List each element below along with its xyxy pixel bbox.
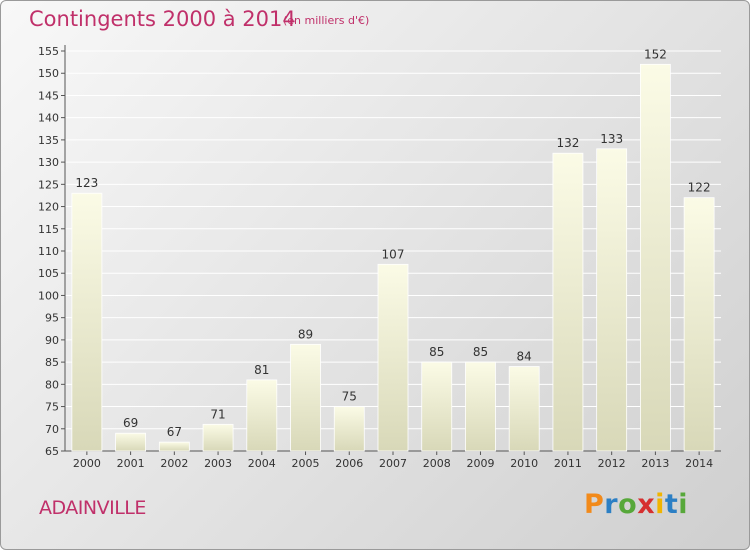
bar: [465, 361, 496, 452]
bar: [508, 366, 540, 452]
bar-value-label: 75: [342, 390, 357, 404]
x-tick-label: 2014: [685, 457, 713, 470]
x-tick-label: 2000: [73, 457, 101, 470]
bar: [596, 148, 628, 452]
bar-value-label: 89: [298, 327, 313, 341]
x-tick-label: 2001: [117, 457, 145, 470]
logo-letter: P: [584, 489, 605, 520]
logo-letter: i: [678, 489, 689, 520]
y-tick-label: 150: [38, 67, 59, 80]
y-tick-label: 105: [38, 267, 59, 280]
bar-value-label: 67: [167, 425, 182, 439]
y-tick-label: 70: [45, 423, 59, 436]
logo-letter: o: [618, 489, 638, 520]
bar: [246, 379, 278, 452]
y-tick-label: 110: [38, 245, 59, 258]
y-tick-label: 120: [38, 201, 59, 214]
x-tick-label: 2010: [510, 457, 538, 470]
x-tick-label: 2007: [379, 457, 407, 470]
bar: [377, 263, 409, 452]
bar-value-label: 85: [429, 345, 444, 359]
y-tick-label: 85: [45, 356, 59, 369]
bar-value-label: 123: [75, 176, 98, 190]
bar-value-label: 85: [473, 345, 488, 359]
x-tick-label: 2012: [598, 457, 626, 470]
x-tick-label: 2005: [292, 457, 320, 470]
bars: 123 69 67 71 81 89 75 107 85 85 84 132 133 152 122: [71, 47, 715, 452]
y-tick-label: 65: [45, 445, 59, 458]
x-tick-label: 2013: [641, 457, 669, 470]
y-tick-label: 115: [38, 223, 59, 236]
y-tick-label: 130: [38, 156, 59, 169]
y-tick-label: 95: [45, 312, 59, 325]
bar: [290, 343, 321, 452]
y-tick-label: 90: [45, 334, 59, 347]
logo-letter: x: [637, 489, 656, 520]
proxiti-logo[interactable]: Proxiti: [584, 489, 688, 520]
bar: [640, 63, 671, 452]
y-tick-label: 155: [38, 45, 59, 58]
logo-letter: r: [604, 489, 619, 520]
x-tick-label: 2004: [248, 457, 276, 470]
x-tick-label: 2003: [204, 457, 232, 470]
bar-value-label: 133: [600, 132, 623, 146]
y-tick-label: 145: [38, 89, 59, 102]
bar: [333, 406, 365, 452]
bar: [683, 197, 715, 452]
bar-value-label: 152: [644, 47, 667, 61]
bar: [202, 423, 234, 452]
bar-value-label: 132: [556, 136, 579, 150]
bar: [115, 432, 146, 452]
x-tick-label: 2006: [335, 457, 363, 470]
chart-title: Contingents 2000 à 2014: [29, 7, 296, 31]
x-tick-label: 2009: [466, 457, 494, 470]
y-tick-label: 135: [38, 134, 59, 147]
y-tick-label: 75: [45, 401, 59, 414]
bar-value-label: 69: [123, 416, 138, 430]
x-tick-label: 2011: [554, 457, 582, 470]
y-tick-label: 100: [38, 289, 59, 302]
bar-value-label: 84: [517, 350, 532, 364]
x-tick-label: 2008: [423, 457, 451, 470]
logo-letter: t: [664, 489, 679, 520]
y-tick-label: 140: [38, 112, 59, 125]
commune-name: ADAINVILLE: [39, 497, 146, 519]
bar-value-label: 122: [688, 181, 711, 195]
chart-subtitle: (en milliers d'€): [283, 14, 370, 27]
bar-value-label: 107: [382, 247, 405, 261]
logo-letter: i: [655, 489, 665, 520]
bar: [421, 361, 453, 452]
bar: [158, 441, 190, 452]
y-tick-label: 125: [38, 178, 59, 191]
bar: [71, 192, 103, 452]
y-tick-label: 80: [45, 378, 59, 391]
axes: 65 70 75 80 85 90 95 100 105 110 115 120 125 130 135 14…: [38, 45, 721, 470]
bar: [552, 152, 584, 452]
bar-value-label: 71: [210, 407, 225, 421]
bar-value-label: 81: [254, 363, 269, 377]
x-tick-label: 2002: [160, 457, 188, 470]
